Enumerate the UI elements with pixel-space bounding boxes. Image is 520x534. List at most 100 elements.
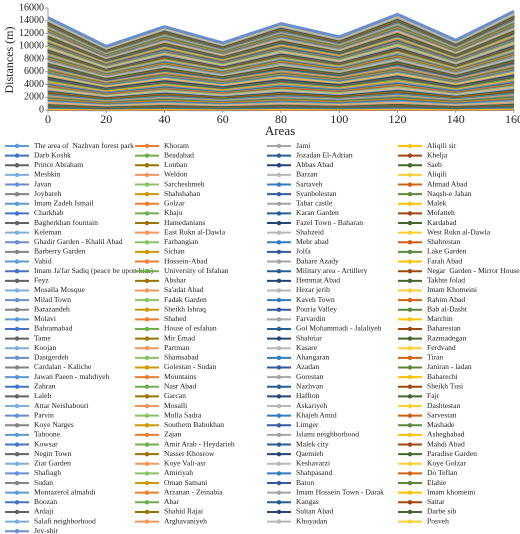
legend-label: Shahshahan bbox=[164, 189, 200, 198]
x-tick-label: 160 bbox=[505, 112, 520, 126]
legend-label: Farah Abad bbox=[427, 256, 462, 265]
legend-marker bbox=[276, 500, 282, 505]
legend-marker bbox=[276, 172, 282, 178]
legend-label: Sarvestan bbox=[427, 410, 457, 419]
legend-marker bbox=[276, 346, 282, 351]
legend-label: Janiran - ladan bbox=[427, 362, 472, 371]
legend-marker bbox=[14, 191, 20, 197]
legend-marker bbox=[14, 249, 20, 255]
legend-label: Beadabad bbox=[164, 150, 194, 159]
legend-marker bbox=[14, 509, 20, 515]
legend-label: Shahid Rajai bbox=[164, 507, 203, 516]
legend-label: Montazerol almahdi bbox=[34, 487, 95, 496]
legend-marker bbox=[407, 509, 413, 515]
legend-label: Jami bbox=[296, 141, 310, 150]
legend-marker bbox=[407, 143, 413, 149]
legend-label: Malek city bbox=[296, 439, 329, 448]
legend-label: Charkhab bbox=[34, 208, 64, 217]
x-tick-label: 0 bbox=[45, 112, 51, 126]
legend-label: Joybareh bbox=[34, 189, 62, 198]
legend-label: Shafiagh bbox=[34, 468, 61, 477]
legend-marker bbox=[14, 220, 20, 226]
legend-marker bbox=[407, 336, 413, 341]
legend-label: Ziar Garden bbox=[34, 459, 71, 468]
legend-label: Laleh bbox=[34, 391, 51, 400]
legend-marker bbox=[407, 471, 413, 476]
legend-marker bbox=[14, 384, 20, 389]
legend-label: Javan bbox=[34, 179, 51, 188]
legend-label: Gorestan bbox=[296, 372, 324, 381]
legend-marker bbox=[276, 451, 282, 457]
legend-marker bbox=[407, 288, 413, 293]
legend-marker bbox=[407, 451, 413, 457]
legend-marker bbox=[144, 326, 150, 332]
legend-label: Haffton bbox=[296, 391, 320, 400]
legend-marker bbox=[14, 297, 20, 303]
legend-marker bbox=[144, 153, 150, 158]
legend-label: Abar bbox=[164, 497, 180, 506]
legend-label: Sa'adat Abad bbox=[164, 285, 204, 294]
legend-marker bbox=[276, 423, 282, 428]
legend-marker bbox=[144, 268, 150, 274]
legend-label: Negar Garden - Mirror House bbox=[427, 266, 520, 275]
legend-label: Attar Neishabouri bbox=[34, 401, 89, 410]
legend-label: Nasr Abad bbox=[164, 382, 196, 391]
legend-marker bbox=[14, 461, 20, 466]
legend-marker bbox=[14, 413, 20, 418]
legend-marker bbox=[144, 509, 150, 515]
legend-marker bbox=[276, 413, 282, 418]
legend-marker bbox=[14, 500, 20, 505]
legend-label: Rahim Abad bbox=[427, 295, 465, 304]
legend-marker bbox=[144, 307, 150, 312]
legend-marker bbox=[144, 423, 150, 428]
y-tick-label: 14000 bbox=[19, 15, 44, 26]
legend-marker bbox=[276, 249, 282, 255]
legend-marker bbox=[407, 240, 413, 245]
legend-label: Southern Babukhan bbox=[164, 420, 224, 429]
legend-label: Darb Koshk bbox=[34, 150, 71, 159]
legend-label: Sheikh Ishraq bbox=[164, 304, 206, 313]
legend-label: Abbas Abad bbox=[296, 160, 334, 169]
legend-marker bbox=[14, 153, 20, 158]
legend-marker bbox=[276, 432, 282, 438]
legend-marker bbox=[14, 240, 20, 245]
legend-marker bbox=[407, 480, 413, 486]
legend-label: Ferdvand bbox=[427, 343, 456, 352]
legend-label: Gol Mohammadi - Jalaliyeh bbox=[296, 324, 382, 333]
legend-label: Fazel Town - Baharan bbox=[296, 218, 363, 227]
legend-label: Tiran bbox=[427, 353, 443, 362]
legend-label: Sheikh Tusi bbox=[427, 382, 463, 391]
x-tick-label: 60 bbox=[217, 112, 229, 126]
legend-marker bbox=[276, 394, 282, 399]
legend-marker bbox=[407, 153, 413, 158]
legend-marker bbox=[276, 374, 282, 380]
x-tick-label: 100 bbox=[330, 112, 348, 126]
legend-marker bbox=[276, 163, 282, 168]
legend-marker bbox=[276, 201, 282, 206]
legend-marker bbox=[276, 240, 282, 245]
legend-marker bbox=[276, 288, 282, 293]
legend-label: Sarcheshmeh bbox=[164, 179, 205, 188]
legend-marker bbox=[144, 172, 150, 178]
x-tick-label: 40 bbox=[159, 112, 171, 126]
legend-label: Sudan bbox=[34, 478, 53, 487]
legend-label: Khajeh Amid bbox=[296, 410, 337, 419]
legend-marker bbox=[14, 519, 20, 524]
legend-marker bbox=[144, 451, 150, 457]
legend-marker bbox=[144, 288, 150, 293]
legend-label: Ghadir Garden - Khalil Abad bbox=[34, 237, 123, 246]
legend-marker bbox=[144, 355, 150, 361]
y-tick-label: 6000 bbox=[24, 66, 44, 77]
series-line bbox=[47, 9, 515, 49]
legend-marker bbox=[144, 365, 150, 370]
legend-marker bbox=[144, 490, 150, 495]
legend-label: University of Isfahan bbox=[164, 266, 229, 275]
legend-marker bbox=[14, 278, 20, 284]
legend-marker bbox=[276, 230, 282, 235]
legend-label: Barberry Garden bbox=[34, 247, 85, 256]
legend-label: Meshkin bbox=[34, 170, 61, 179]
legend-marker bbox=[144, 278, 150, 284]
legend-label: Mountains bbox=[164, 372, 197, 381]
legend-marker bbox=[144, 471, 150, 476]
legend-label: Parvin bbox=[34, 410, 54, 419]
